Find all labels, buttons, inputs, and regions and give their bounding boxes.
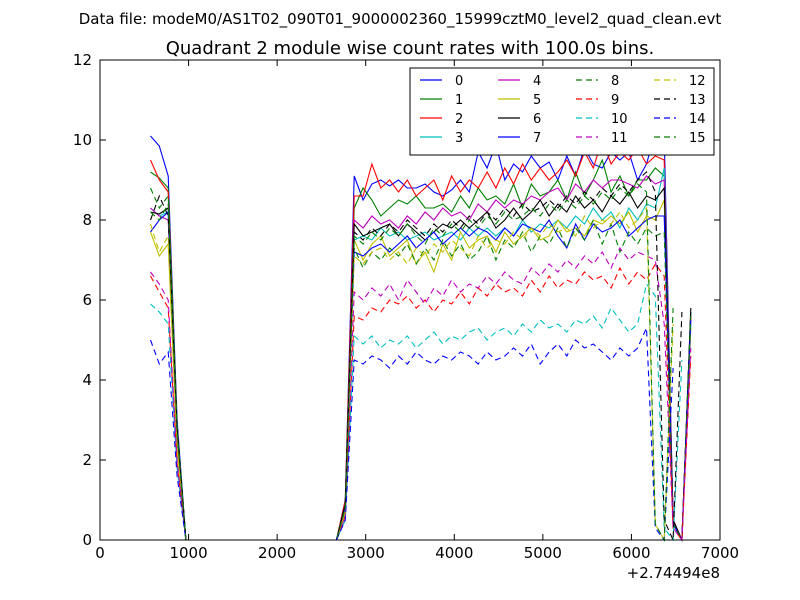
series-line-9 (150, 262, 692, 542)
y-tick-label: 4 (82, 371, 92, 389)
legend-label-13: 13 (689, 93, 706, 108)
legend-label-2: 2 (455, 112, 463, 127)
y-tick-label: 0 (82, 531, 92, 549)
figure-suptitle: Data file: modeM0/AS1T02_090T01_90000023… (79, 10, 722, 29)
series-line-8 (149, 187, 692, 542)
legend-label-15: 15 (689, 131, 706, 146)
legend-label-5: 5 (533, 93, 541, 108)
legend-label-0: 0 (455, 74, 463, 89)
series-line-14 (149, 327, 674, 542)
legend-label-6: 6 (533, 112, 541, 127)
x-axis-ticks: 0 1000 2000 3000 4000 5000 6000 7000 (95, 60, 739, 562)
x-tick-label: 3000 (347, 544, 385, 562)
x-tick-label: 4000 (435, 544, 473, 562)
series-line-5 (149, 199, 692, 542)
legend-label-9: 9 (611, 93, 619, 108)
series-line-11 (150, 246, 692, 542)
series-line-13 (149, 171, 683, 541)
legend-label-4: 4 (533, 74, 541, 89)
y-tick-label: 8 (82, 211, 92, 229)
series-line-2 (149, 138, 692, 541)
legend-label-7: 7 (533, 131, 541, 146)
x-tick-label: 7000 (701, 544, 739, 562)
series-line-10 (150, 282, 683, 542)
x-tick-label: 2000 (258, 544, 296, 562)
x-tick-label: 0 (95, 544, 105, 562)
y-tick-label: 12 (73, 51, 92, 69)
legend-label-8: 8 (611, 74, 619, 89)
y-tick-label: 2 (82, 451, 92, 469)
series-line-12 (149, 206, 674, 542)
legend-label-1: 1 (455, 93, 463, 108)
series-line-4 (150, 175, 692, 541)
series-line-0 (150, 131, 692, 541)
series-line-6 (150, 186, 692, 541)
legend-label-10: 10 (611, 112, 628, 127)
x-tick-label: 6000 (612, 544, 650, 562)
y-tick-label: 10 (73, 131, 92, 149)
legend-label-3: 3 (455, 131, 463, 146)
legend-label-14: 14 (689, 112, 706, 127)
legend-label-11: 11 (611, 131, 628, 146)
x-tick-label: 1000 (169, 544, 207, 562)
chart-title: Quadrant 2 module wise count rates with … (166, 38, 655, 59)
y-tick-label: 6 (82, 291, 92, 309)
legend-label-12: 12 (689, 74, 706, 89)
series-line-15 (150, 183, 674, 542)
x-axis-offset-label: +2.74494e8 (627, 564, 720, 582)
series-line-7 (150, 210, 692, 542)
x-tick-label: 5000 (524, 544, 562, 562)
legend-box (409, 67, 715, 156)
